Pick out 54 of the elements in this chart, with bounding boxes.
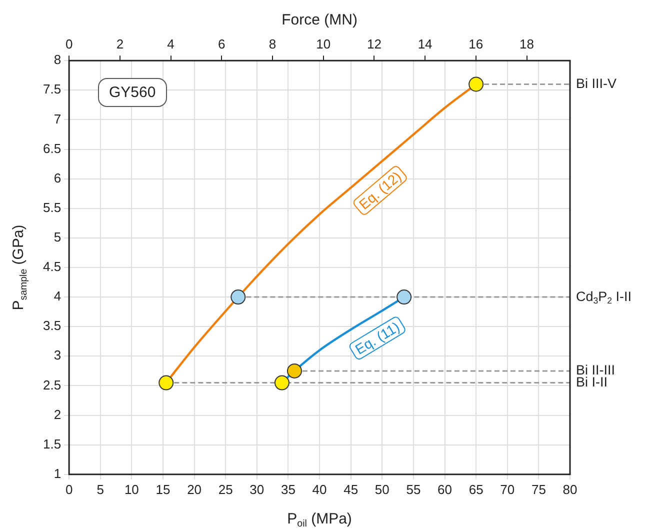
- x2-tick-label: 2: [116, 36, 124, 52]
- y-tick-label: 3: [54, 348, 62, 363]
- x-tick-label: 5: [96, 482, 104, 497]
- x-tick-label: 0: [65, 482, 73, 497]
- point: [286, 363, 302, 378]
- ref-line-label: Bi III-V: [576, 76, 617, 91]
- x2-tick-label: 16: [468, 36, 484, 52]
- point: [158, 375, 174, 390]
- y-tick-label: 2: [54, 406, 62, 422]
- x2-axis-title: Force (MN): [282, 12, 358, 29]
- text: Eq. (12): [356, 168, 404, 212]
- text: Eq. (11): [352, 318, 402, 358]
- x-tick-label: 40: [312, 482, 327, 497]
- point: [468, 76, 484, 92]
- x2-tick-label: 14: [418, 36, 432, 52]
- x-tick-label: 70: [500, 482, 515, 497]
- x-tick-label: 50: [374, 482, 390, 497]
- y-tick-label: 4: [54, 288, 62, 304]
- y-tick-label: 4.5: [42, 259, 62, 274]
- y-tick-label: 6: [54, 170, 62, 186]
- annotation: GY560: [98, 78, 167, 107]
- x2-tick-label: 4: [167, 36, 174, 52]
- x-tick-label: 10: [124, 482, 139, 497]
- x-tick-label: 55: [406, 482, 421, 497]
- x2-tick-label: 0: [65, 36, 73, 52]
- x2-tick-label: 6: [218, 36, 226, 52]
- x-tick-label: 25: [218, 482, 233, 497]
- x-tick-label: 80: [562, 482, 578, 497]
- x-tick-label: 30: [250, 482, 264, 497]
- y-axis-title: Psample (GPa): [10, 224, 30, 310]
- point: [230, 290, 246, 305]
- y-tick-label: 7: [54, 111, 62, 126]
- x-tick-label: 15: [156, 482, 170, 497]
- y-tick-label: 7.5: [42, 82, 62, 97]
- y-tick-label: 8: [54, 52, 62, 68]
- y-tick-label: 3.5: [42, 318, 62, 334]
- x2-tick-label: 12: [366, 36, 382, 52]
- x-tick-label: 35: [280, 482, 296, 497]
- x2-tick-label: 18: [520, 36, 534, 52]
- x-tick-label: 20: [187, 482, 202, 497]
- y-tick-label: 1.5: [42, 436, 62, 452]
- y-tick-label: 5.5: [42, 200, 62, 215]
- x-tick-label: 45: [344, 482, 358, 497]
- x2-tick-label: 10: [316, 36, 331, 52]
- x-tick-label: 60: [438, 482, 452, 497]
- y-tick-label: 5: [54, 230, 62, 245]
- y-tick-label: 1: [54, 466, 62, 481]
- y-tick-label: 2.5: [42, 377, 62, 392]
- x2-tick-label: 8: [268, 36, 276, 52]
- x-tick-label: 65: [468, 482, 484, 497]
- y-tick-label: 6.5: [42, 140, 62, 156]
- x-tick-label: 75: [531, 482, 546, 497]
- point: [274, 375, 290, 390]
- point: [396, 290, 412, 305]
